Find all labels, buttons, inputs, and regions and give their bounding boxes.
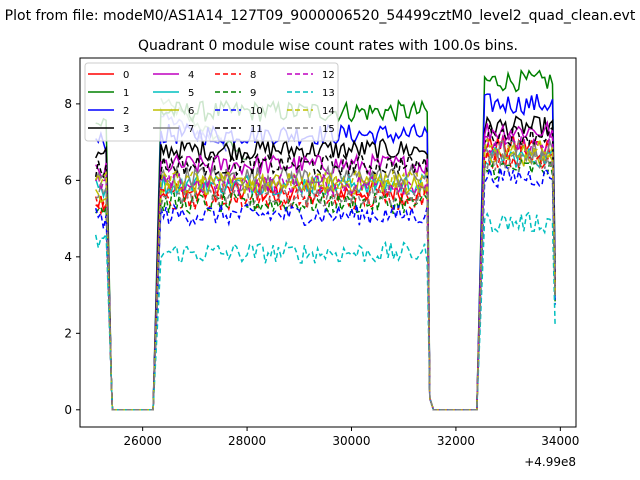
series-line-11	[94, 124, 556, 411]
legend-label: 13	[322, 88, 335, 99]
y-tick-label: 0	[64, 403, 72, 417]
legend-label: 7	[188, 124, 194, 135]
y-tick-label: 4	[64, 250, 72, 264]
series-line-13	[94, 210, 556, 411]
figure-suptitle: Plot from file: modeM0/AS1A14_127T09_900…	[5, 8, 636, 24]
legend-box	[84, 62, 339, 142]
y-tick-label: 2	[64, 326, 72, 340]
series-line-15	[95, 150, 556, 411]
series-line-4	[95, 119, 556, 411]
x-offset-label: +4.99e8	[524, 455, 576, 469]
legend-label: 4	[188, 70, 194, 81]
y-axis: 0 2 4 6 8	[64, 97, 80, 417]
plot-frame	[79, 57, 577, 428]
legend-label: 15	[322, 124, 335, 135]
x-tick-label: 30000	[332, 434, 370, 448]
legend-label: 14	[322, 106, 335, 117]
x-tick-label: 26000	[124, 434, 162, 448]
x-tick-label: 28000	[228, 434, 266, 448]
legend-label: 1	[123, 88, 129, 99]
legend-label: 3	[123, 124, 129, 135]
x-axis: 26000 28000 30000 32000 34000	[124, 427, 579, 448]
legend-label: 9	[250, 88, 256, 99]
x-tick-label: 32000	[437, 434, 475, 448]
y-tick-label: 6	[64, 173, 72, 187]
series-line-9	[95, 158, 556, 411]
legend-label: 0	[123, 70, 129, 81]
series-line-12	[95, 133, 556, 411]
chart-title: Quadrant 0 module wise count rates with …	[138, 38, 518, 54]
series-line-14	[95, 136, 556, 411]
series-line-6	[95, 147, 556, 411]
legend-label: 8	[250, 70, 256, 81]
series-line-3	[95, 115, 556, 411]
legend-label: 2	[123, 106, 129, 117]
legend-label: 12	[322, 70, 335, 81]
legend-label: 6	[188, 106, 194, 117]
legend-label: 5	[188, 88, 194, 99]
legend-label: 11	[250, 124, 263, 135]
x-tick-label: 34000	[541, 434, 579, 448]
series-line-10	[94, 164, 556, 411]
y-tick-label: 8	[64, 97, 72, 111]
legend-label: 10	[250, 106, 263, 117]
